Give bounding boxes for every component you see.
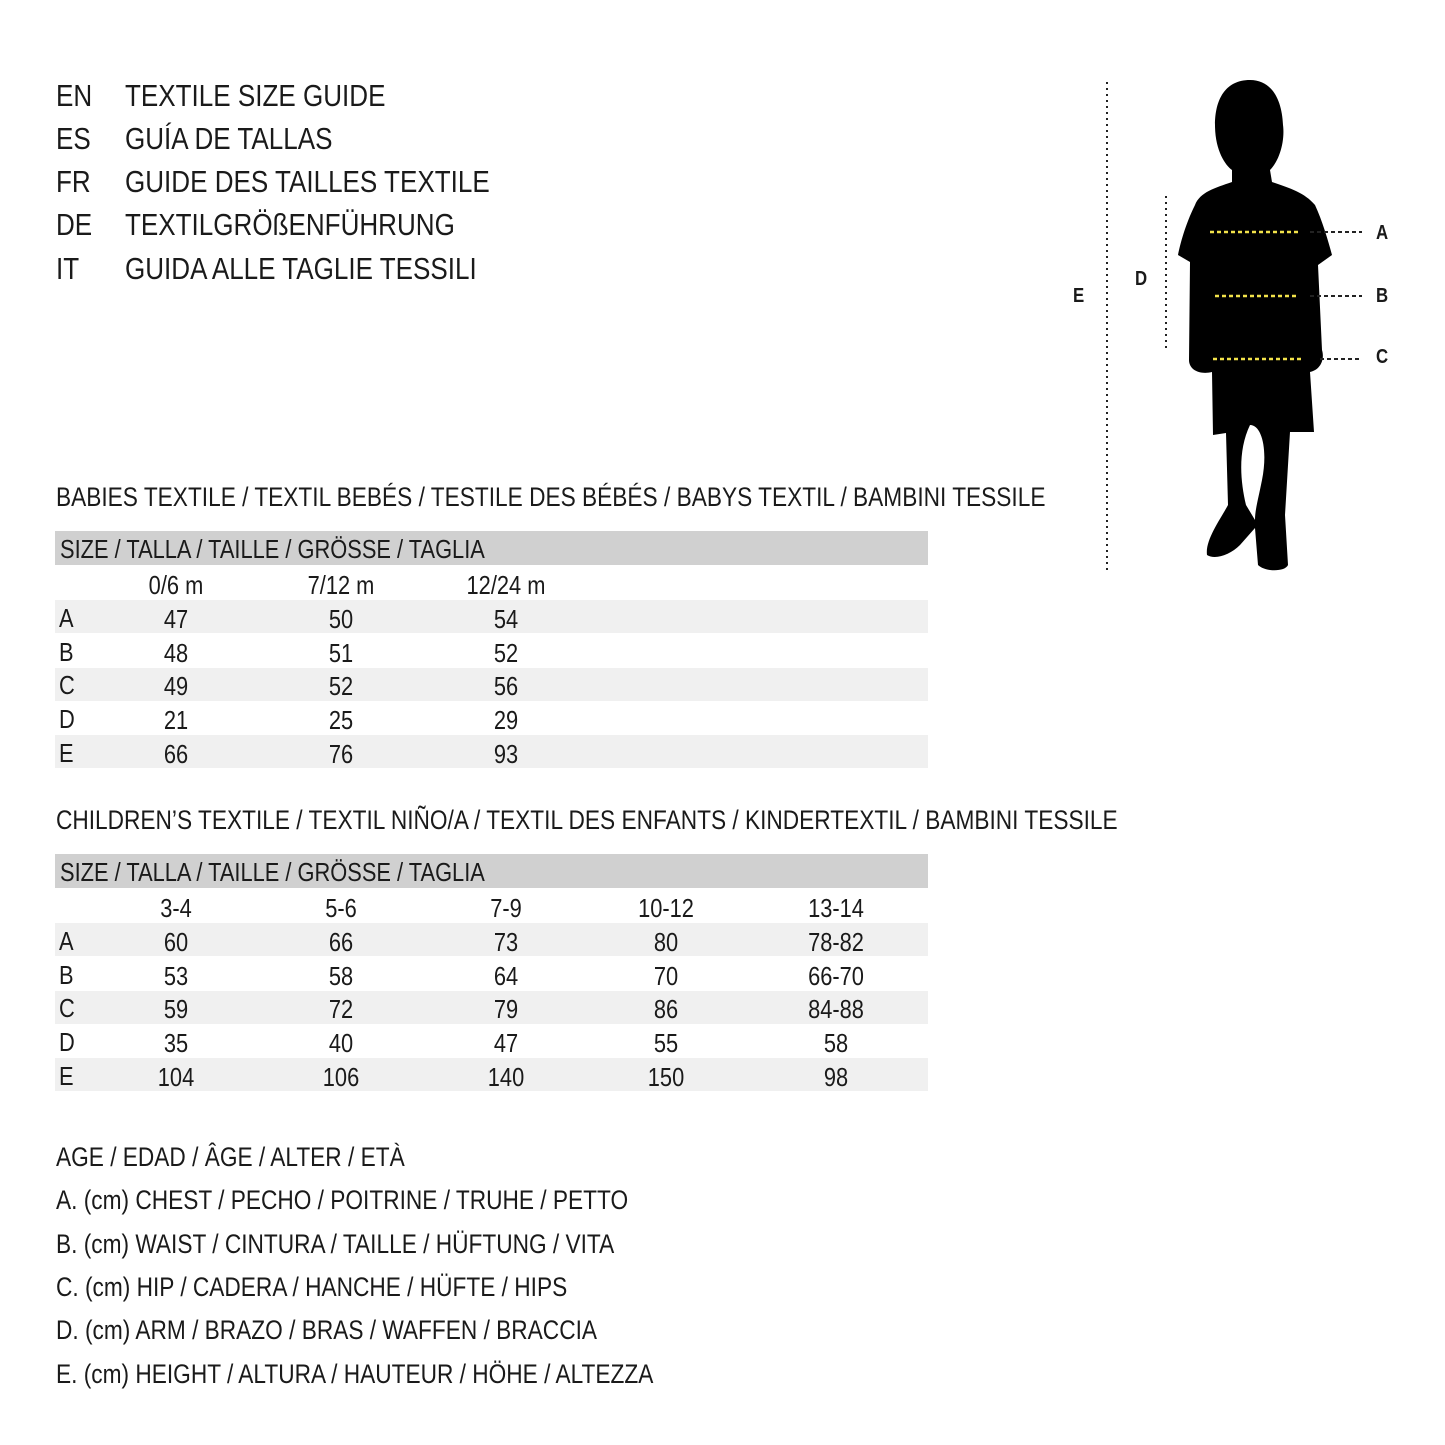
row-label: C [59, 993, 75, 1024]
figure-label-d: D [1135, 268, 1148, 290]
figure-label-e: E [1073, 285, 1085, 307]
table-cell: 72 [328, 994, 354, 1025]
table-cell: 104 [157, 1062, 195, 1092]
column-header: 7-9 [490, 893, 522, 923]
title-text: TEXTILGRÖßENFÜHRUNG [125, 207, 455, 242]
legend-line: AGE / EDAD / ÂGE / ALTER / ETÀ [56, 1142, 405, 1172]
children-heading: CHILDREN’S TEXTILE / TEXTIL NIÑO/A / TEX… [56, 805, 1118, 835]
table-cell: 52 [493, 637, 519, 668]
column-header: 13-14 [808, 893, 864, 923]
title-text: GUIDA ALLE TAGLIE TESSILI [125, 251, 477, 286]
table-cell: 48 [163, 637, 189, 668]
lang-code: IT [56, 251, 80, 286]
table-cell: 40 [328, 1028, 354, 1059]
legend-line: D. (cm) ARM / BRAZO / BRAS / WAFFEN / BR… [56, 1315, 597, 1345]
title-text: GUÍA DE TALLAS [125, 121, 333, 156]
table-cell: 35 [163, 1028, 189, 1059]
table-cell: 106 [322, 1062, 360, 1092]
table-cell: 140 [487, 1062, 525, 1092]
row-stripe [55, 600, 928, 633]
row-label: C [59, 670, 75, 701]
row-stripe [55, 1058, 928, 1091]
table-cell: 66 [328, 926, 354, 957]
table-cell: 25 [328, 705, 354, 736]
legend-line: B. (cm) WAIST / CINTURA / TAILLE / HÜFTU… [56, 1229, 615, 1259]
table-cell: 60 [163, 926, 189, 957]
table-cell: 84-88 [808, 994, 864, 1025]
legend-line: A. (cm) CHEST / PECHO / POITRINE / TRUHE… [56, 1185, 629, 1215]
legend-line: C. (cm) HIP / CADERA / HANCHE / HÜFTE / … [56, 1272, 568, 1302]
row-stripe [55, 668, 928, 701]
table-cell: 49 [163, 671, 189, 702]
table-cell: 78-82 [808, 926, 864, 957]
table-header-band [55, 854, 928, 888]
table-cell: 21 [163, 705, 189, 736]
table-cell: 58 [823, 1028, 849, 1059]
table-cell: 29 [493, 705, 519, 736]
table-cell: 59 [163, 994, 189, 1025]
size-header: SIZE / TALLA / TAILLE / GRÖSSE / TAGLIA [60, 857, 485, 887]
lang-code: DE [56, 207, 93, 242]
table-cell: 58 [328, 960, 354, 991]
table-cell: 76 [328, 739, 354, 769]
table-cell: 53 [163, 960, 189, 991]
table-cell: 66-70 [808, 960, 864, 991]
row-label: B [59, 636, 74, 667]
table-cell: 51 [328, 637, 354, 668]
row-stripe [55, 923, 928, 956]
column-header: 3-4 [160, 893, 192, 923]
row-label: A [59, 602, 74, 633]
column-header: 7/12 m [307, 570, 375, 600]
column-header: 5-6 [325, 893, 357, 923]
table-cell: 56 [493, 671, 519, 702]
title-text: GUIDE DES TAILLES TEXTILE [125, 164, 490, 199]
table-cell: 54 [493, 603, 519, 634]
table-cell: 66 [163, 739, 189, 769]
row-label: E [59, 738, 74, 768]
table-cell: 98 [823, 1062, 849, 1092]
lang-code: FR [56, 164, 91, 199]
babies-heading: BABIES TEXTILE / TEXTIL BEBÉS / TESTILE … [56, 482, 1046, 512]
row-label: D [59, 1027, 75, 1058]
row-label: A [59, 925, 74, 956]
title-text: TEXTILE SIZE GUIDE [125, 78, 386, 113]
column-header: 0/6 m [148, 570, 204, 600]
column-header: 10-12 [638, 893, 694, 923]
table-cell: 47 [163, 603, 189, 634]
table-cell: 150 [647, 1062, 685, 1092]
row-stripe [55, 735, 928, 768]
size-header: SIZE / TALLA / TAILLE / GRÖSSE / TAGLIA [60, 534, 485, 564]
table-cell: 80 [653, 926, 679, 957]
row-label: B [59, 959, 74, 990]
table-cell: 52 [328, 671, 354, 702]
table-cell: 64 [493, 960, 519, 991]
lang-code: EN [56, 78, 93, 113]
column-header: 12/24 m [466, 570, 546, 600]
table-cell: 50 [328, 603, 354, 634]
table-cell: 93 [493, 739, 519, 769]
table-cell: 73 [493, 926, 519, 957]
table-cell: 79 [493, 994, 519, 1025]
table-cell: 55 [653, 1028, 679, 1059]
row-stripe [55, 991, 928, 1024]
row-label: D [59, 704, 75, 735]
lang-code: ES [56, 121, 91, 156]
figure-label-b: B [1376, 285, 1389, 307]
table-cell: 86 [653, 994, 679, 1025]
table-cell: 70 [653, 960, 679, 991]
child-silhouette-icon [1178, 80, 1332, 571]
table-header-band [55, 531, 928, 565]
table-cell: 47 [493, 1028, 519, 1059]
figure-label-a: A [1376, 222, 1389, 244]
figure-label-c: C [1376, 346, 1389, 368]
legend-line: E. (cm) HEIGHT / ALTURA / HAUTEUR / HÖHE… [56, 1359, 654, 1389]
row-label: E [59, 1061, 74, 1091]
